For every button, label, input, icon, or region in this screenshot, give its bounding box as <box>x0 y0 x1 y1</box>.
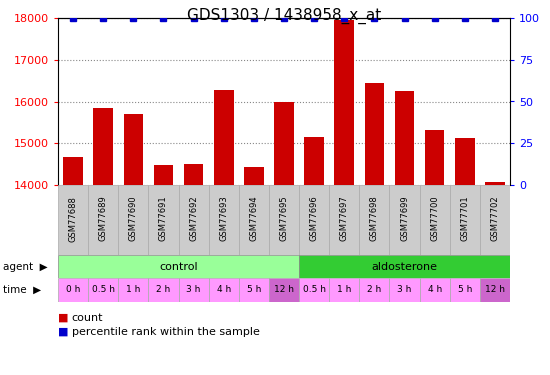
Text: 1 h: 1 h <box>337 285 351 294</box>
Bar <box>425 130 444 185</box>
Bar <box>88 278 118 302</box>
Text: count: count <box>72 313 103 323</box>
Bar <box>179 185 208 255</box>
Text: 3 h: 3 h <box>397 285 412 294</box>
Bar <box>239 185 269 255</box>
Bar <box>153 165 173 185</box>
Text: percentile rank within the sample: percentile rank within the sample <box>72 327 260 337</box>
Bar <box>485 183 505 185</box>
Text: 0.5 h: 0.5 h <box>302 285 326 294</box>
Text: GSM77692: GSM77692 <box>189 196 198 242</box>
Bar <box>304 137 324 185</box>
Bar <box>389 278 420 302</box>
Text: GSM77690: GSM77690 <box>129 196 138 242</box>
Bar <box>420 278 450 302</box>
Bar <box>208 185 239 255</box>
Text: 3 h: 3 h <box>186 285 201 294</box>
Bar <box>274 102 294 185</box>
Bar <box>58 278 88 302</box>
Text: GSM77700: GSM77700 <box>430 196 439 242</box>
Bar <box>269 278 299 302</box>
Text: GSM77688: GSM77688 <box>69 196 78 242</box>
Bar <box>450 278 480 302</box>
Bar <box>148 185 179 255</box>
Bar <box>58 255 299 278</box>
Bar <box>329 278 359 302</box>
Bar <box>359 185 389 255</box>
Bar <box>94 108 113 185</box>
Bar <box>63 157 83 185</box>
Bar <box>124 114 143 185</box>
Text: GSM77695: GSM77695 <box>279 196 289 242</box>
Bar <box>239 278 269 302</box>
Text: GSM77699: GSM77699 <box>400 196 409 242</box>
Text: 12 h: 12 h <box>274 285 294 294</box>
Text: GSM77694: GSM77694 <box>249 196 258 242</box>
Text: 12 h: 12 h <box>485 285 505 294</box>
Bar <box>299 278 329 302</box>
Bar <box>365 83 384 185</box>
Text: GSM77691: GSM77691 <box>159 196 168 242</box>
Bar <box>450 185 480 255</box>
Text: 4 h: 4 h <box>217 285 231 294</box>
Bar <box>148 278 179 302</box>
Text: 4 h: 4 h <box>427 285 442 294</box>
Bar <box>299 255 510 278</box>
Text: aldosterone: aldosterone <box>372 261 438 272</box>
Bar <box>118 185 148 255</box>
Text: GSM77693: GSM77693 <box>219 196 228 242</box>
Bar <box>334 20 354 185</box>
Text: 1 h: 1 h <box>126 285 140 294</box>
Text: 5 h: 5 h <box>458 285 472 294</box>
Bar <box>395 91 414 185</box>
Bar <box>118 278 148 302</box>
Text: GSM77698: GSM77698 <box>370 196 379 242</box>
Text: agent  ▶: agent ▶ <box>3 261 47 272</box>
Bar <box>184 164 204 185</box>
Bar <box>269 185 299 255</box>
Text: time  ▶: time ▶ <box>3 285 41 295</box>
Text: ■: ■ <box>58 327 69 337</box>
Text: 2 h: 2 h <box>367 285 382 294</box>
Bar <box>329 185 359 255</box>
Text: GSM77701: GSM77701 <box>460 196 469 242</box>
Bar <box>214 90 234 185</box>
Bar <box>208 278 239 302</box>
Text: GSM77702: GSM77702 <box>491 196 499 242</box>
Text: GSM77697: GSM77697 <box>340 196 349 242</box>
Text: 2 h: 2 h <box>156 285 170 294</box>
Bar <box>88 185 118 255</box>
Bar <box>420 185 450 255</box>
Bar <box>389 185 420 255</box>
Bar <box>58 185 88 255</box>
Bar <box>299 185 329 255</box>
Text: 0.5 h: 0.5 h <box>92 285 115 294</box>
Bar <box>480 278 510 302</box>
Text: control: control <box>159 261 198 272</box>
Bar <box>480 185 510 255</box>
Text: GSM77696: GSM77696 <box>310 196 318 242</box>
Bar <box>359 278 389 302</box>
Bar <box>179 278 208 302</box>
Text: 5 h: 5 h <box>247 285 261 294</box>
Text: 0 h: 0 h <box>66 285 80 294</box>
Text: GDS1303 / 1438958_x_at: GDS1303 / 1438958_x_at <box>187 8 381 24</box>
Bar <box>244 167 263 185</box>
Text: GSM77689: GSM77689 <box>98 196 108 242</box>
Text: ■: ■ <box>58 313 69 323</box>
Bar <box>455 138 475 185</box>
